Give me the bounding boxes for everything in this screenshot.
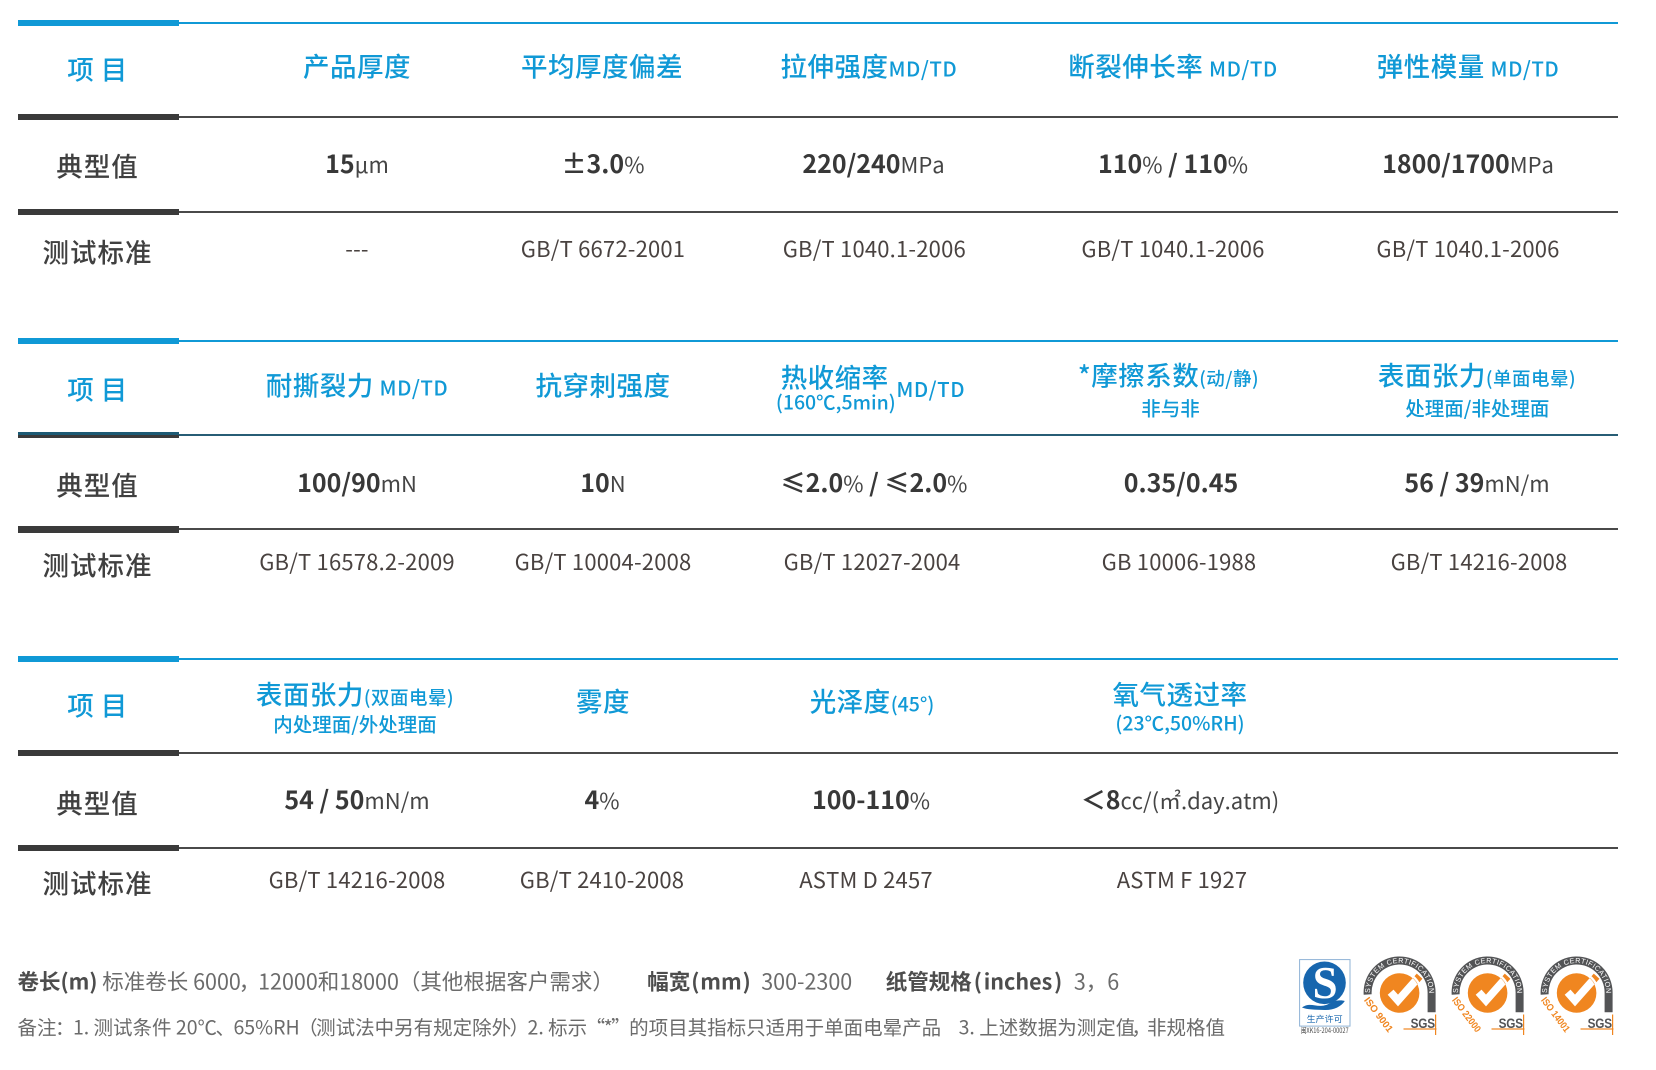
svg-text:SGS: SGS xyxy=(1410,1017,1434,1032)
svg-text:SGS: SGS xyxy=(1587,1017,1611,1032)
svg-text:S: S xyxy=(1313,958,1338,1008)
svg-text:闽XK16-204-00027: 闽XK16-204-00027 xyxy=(1301,1026,1349,1036)
svg-text:生产许可: 生产许可 xyxy=(1307,1012,1343,1025)
svg-text:SGS: SGS xyxy=(1499,1017,1523,1032)
